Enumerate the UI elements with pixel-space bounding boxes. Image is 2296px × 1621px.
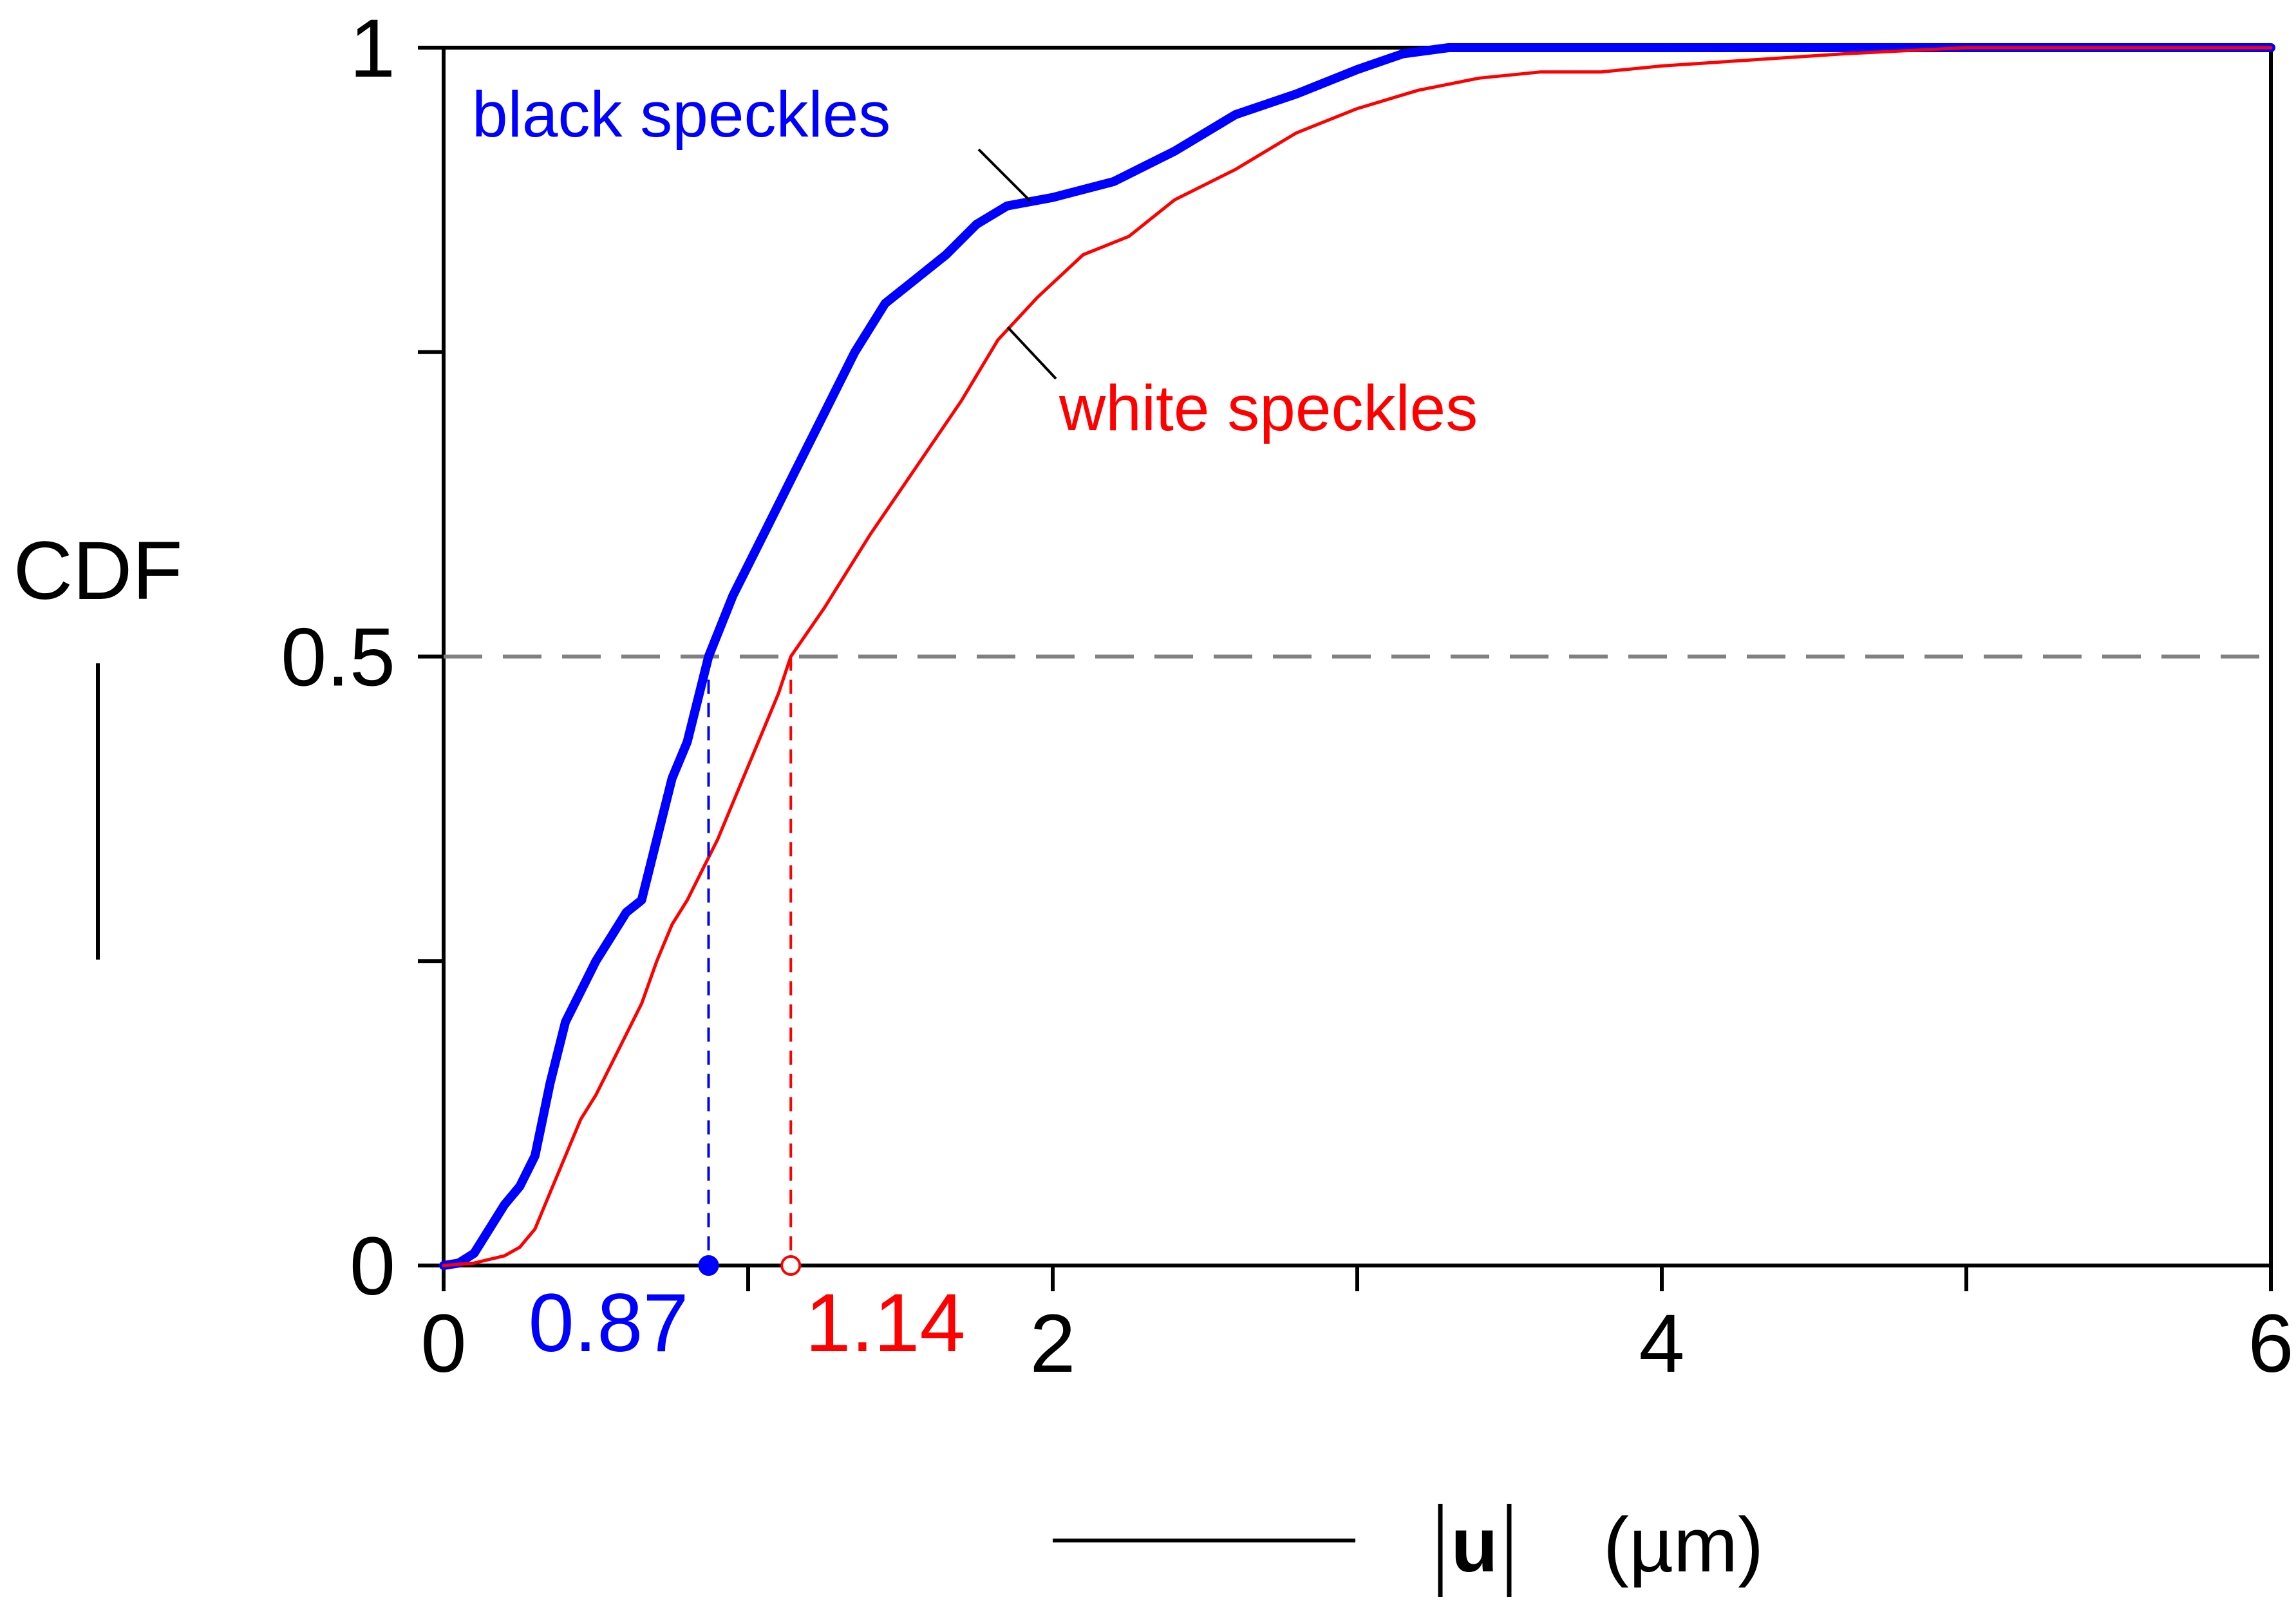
median-value-label-black: 0.87 (528, 1277, 688, 1369)
y-axis-ticks: 00.51 (281, 3, 444, 1313)
series-line-black-speckles (439, 43, 2275, 1270)
y-tick-label: 1 (350, 3, 395, 95)
y-tick-label: 0 (350, 1220, 395, 1313)
median-value-label-white: 1.14 (805, 1277, 965, 1369)
y-tick-label: 0.5 (281, 612, 395, 704)
median-marker-white-speckles (780, 1255, 802, 1276)
x-tick-label: 2 (1030, 1298, 1075, 1390)
median-marker-black-speckles (698, 1255, 719, 1276)
x-axis-ticks: 0 2 4 6 (420, 1266, 2294, 1390)
white-speckles-leader-line (1006, 326, 1057, 380)
x-tick-label: 4 (1639, 1298, 1684, 1390)
y-axis-label: CDF (13, 525, 182, 617)
black-speckles-leader-line (977, 148, 1031, 202)
series-label-white-speckles: white speckles (1059, 372, 1478, 444)
series-label-black-speckles: black speckles (472, 79, 890, 151)
x-tick-label: 6 (2248, 1298, 2293, 1390)
x-axis-label-unit: (µm) (1603, 1502, 1764, 1588)
x-tick-label: 0 (420, 1298, 466, 1390)
x-axis-label-symbol: u (1451, 1502, 1498, 1588)
median-markers (698, 656, 802, 1276)
